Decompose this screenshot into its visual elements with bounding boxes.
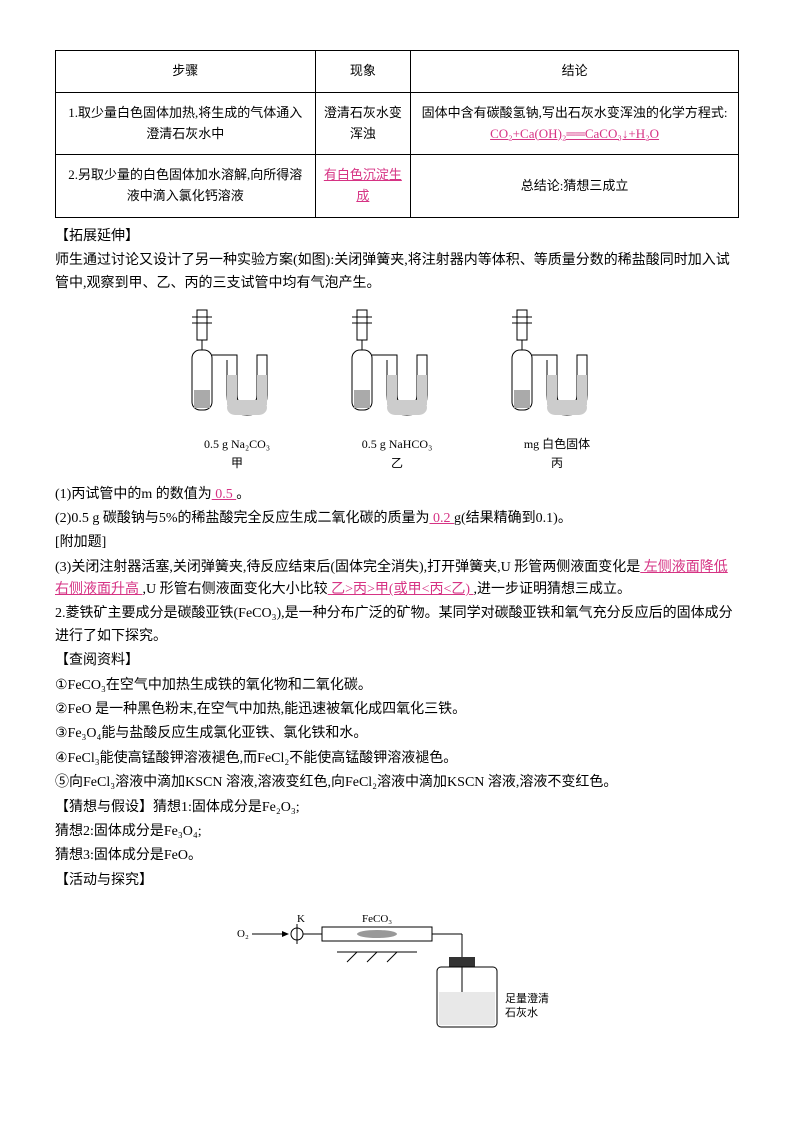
table-row: 1.取少量白色固体加热,将生成的气体通入澄清石灰水中 澄清石灰水变浑浊 固体中含…	[56, 92, 739, 155]
q1-answer: 0.5	[212, 487, 237, 502]
extra-label: [附加题]	[55, 532, 739, 554]
q2-answer: 0.2	[430, 511, 455, 526]
q3-answer2: 乙>丙>甲(或甲<丙<乙)	[328, 582, 474, 597]
question-1: (1)丙试管中的m 的数值为 0.5 。	[55, 484, 739, 506]
tube-unit-jia: 0.5 g Na₂CO₃ 甲	[177, 305, 297, 473]
conclusion-cell: 固体中含有碳酸氢钠,写出石灰水变浑浊的化学方程式: CO₂+Ca(OH)₂══C…	[411, 92, 739, 155]
guess-2: 猜想2:固体成分是Fe₃O₄;	[55, 821, 739, 843]
extension-title: 【拓展延伸】	[55, 226, 739, 248]
step-cell: 1.取少量白色固体加热,将生成的气体通入澄清石灰水中	[56, 92, 316, 155]
apparatus-diagram: O₂ K FeCO₃ 足量澄清 石灰水	[55, 902, 739, 1042]
review-item: ②FeO 是一种黑色粉末,在空气中加热,能迅速被氧化成四氧化三铁。	[55, 699, 739, 721]
review-title: 【查阅资料】	[55, 650, 739, 672]
conclusion-prefix: 固体中含有碳酸氢钠,写出石灰水变浑浊的化学方程式:	[422, 105, 728, 120]
q3-prefix: (3)关闭注射器活塞,关闭弹簧夹,待反应结束后(固体完全消失),打开弹簧夹,U …	[55, 560, 640, 575]
tube-name: 甲	[231, 454, 243, 473]
q2-suffix: g(结果精确到0.1)。	[454, 511, 572, 526]
review-item: ①FeCO₃在空气中加热生成铁的氧化物和二氧化碳。	[55, 675, 739, 697]
phenomenon-cell: 有白色沉淀生成	[315, 155, 411, 218]
activity-title: 【活动与探究】	[55, 870, 739, 892]
tube-diagram-row: 0.5 g Na₂CO₃ 甲 0.5 g NaHCO₃ 乙	[55, 305, 739, 473]
q3-mid: ,U 形管右侧液面变化大小比较	[143, 582, 328, 597]
o2-label: O₂	[237, 928, 249, 940]
col-phenomenon: 现象	[315, 51, 411, 93]
conclusion-cell: 总结论:猜想三成立	[411, 155, 739, 218]
review-item: ③Fe₃O₄能与盐酸反应生成氯化亚铁、氯化铁和水。	[55, 723, 739, 745]
apparatus-icon: O₂ K FeCO₃ 足量澄清 石灰水	[227, 902, 567, 1042]
tube-icon	[337, 305, 457, 435]
q1-prefix: (1)丙试管中的m 的数值为	[55, 487, 212, 502]
guess-3: 猜想3:固体成分是FeO。	[55, 845, 739, 867]
phenomenon-answer: 有白色沉淀生成	[324, 167, 402, 203]
flask-label-2: 石灰水	[505, 1005, 538, 1019]
tube-icon	[177, 305, 297, 435]
tube-mass: 0.5 g NaHCO₃	[362, 435, 433, 454]
tube-icon	[497, 305, 617, 435]
review-item: ⑤向FeCl₃溶液中滴加KSCN 溶液,溶液变红色,向FeCl₂溶液中滴加KSC…	[55, 772, 739, 794]
tube-mass: 0.5 g Na₂CO₃	[204, 435, 270, 454]
tube-unit-bing: mg 白色固体 丙	[497, 305, 617, 473]
k-label: K	[297, 913, 305, 925]
guess-title: 【猜想与假设】猜想1:固体成分是Fe₂O₃;	[55, 797, 739, 819]
col-step: 步骤	[56, 51, 316, 93]
feco3-label: FeCO₃	[362, 913, 392, 925]
problem2-paragraph: 2.菱铁矿主要成分是碳酸亚铁(FeCO₃),是一种分布广泛的矿物。某同学对碳酸亚…	[55, 603, 739, 648]
review-item: ④FeCl₃能使高锰酸钾溶液褪色,而FeCl₂不能使高锰酸钾溶液褪色。	[55, 748, 739, 770]
experiment-table: 步骤 现象 结论 1.取少量白色固体加热,将生成的气体通入澄清石灰水中 澄清石灰…	[55, 50, 739, 218]
q2-prefix: (2)0.5 g 碳酸钠与5%的稀盐酸完全反应生成二氧化碳的质量为	[55, 511, 430, 526]
col-conclusion: 结论	[411, 51, 739, 93]
question-2: (2)0.5 g 碳酸钠与5%的稀盐酸完全反应生成二氧化碳的质量为 0.2 g(…	[55, 508, 739, 530]
phenomenon-cell: 澄清石灰水变浑浊	[315, 92, 411, 155]
tube-mass: mg 白色固体	[524, 435, 590, 454]
tube-name: 乙	[391, 454, 403, 473]
flask-label-1: 足量澄清	[505, 991, 549, 1005]
q1-suffix: 。	[236, 487, 250, 502]
conclusion-answer: CO₂+Ca(OH)₂══CaCO₃↓+H₂O	[490, 126, 659, 141]
tube-name: 丙	[551, 454, 563, 473]
tube-unit-yi: 0.5 g NaHCO₃ 乙	[337, 305, 457, 473]
q3-suffix: ,进一步证明猜想三成立。	[474, 582, 632, 597]
extension-paragraph: 师生通过讨论又设计了另一种实验方案(如图):关闭弹簧夹,将注射器内等体积、等质量…	[55, 250, 739, 295]
step-cell: 2.另取少量的白色固体加水溶解,向所得溶液中滴入氯化钙溶液	[56, 155, 316, 218]
table-row: 2.另取少量的白色固体加水溶解,向所得溶液中滴入氯化钙溶液 有白色沉淀生成 总结…	[56, 155, 739, 218]
question-3: (3)关闭注射器活塞,关闭弹簧夹,待反应结束后(固体完全消失),打开弹簧夹,U …	[55, 557, 739, 602]
